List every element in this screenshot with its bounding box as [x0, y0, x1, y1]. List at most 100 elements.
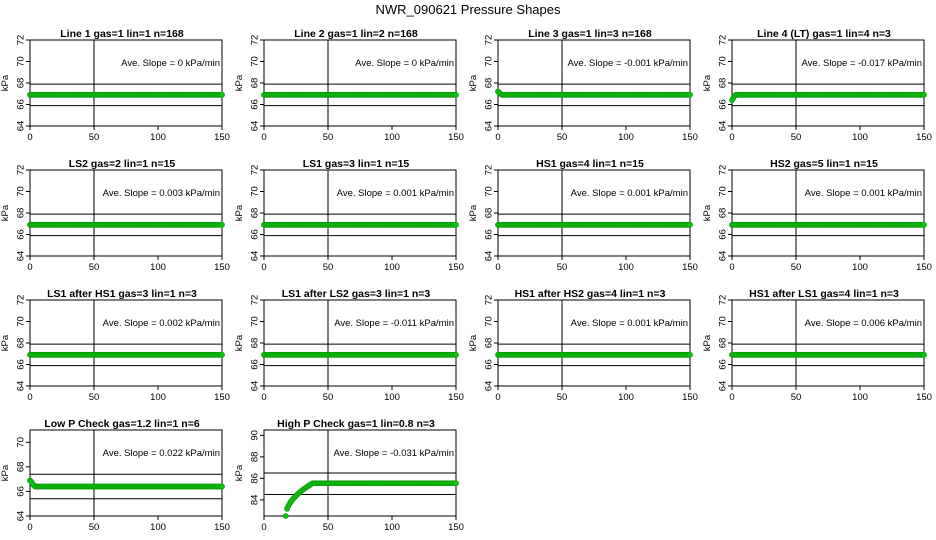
chart-panel: High P Check gas=1 lin=0.8 n=3 84 86 88 90 kP…: [234, 418, 468, 540]
chart-panel: Line 1 gas=1 lin=1 n=168 64 66 68 70 72 kPa 0 50…: [0, 28, 234, 150]
data-point: [453, 351, 459, 358]
data-points: [495, 351, 693, 358]
x-tick-label: 150: [448, 262, 464, 273]
data-points: [27, 91, 225, 98]
chart-svg: HS1 after HS2 gas=4 lin=1 n=3 64 66 68 70 72 k…: [468, 288, 698, 403]
data-point: [453, 221, 459, 228]
slope-annotation: Ave. Slope = -0.001 kPa/min: [568, 58, 689, 69]
y-tick-label: 66: [717, 99, 728, 110]
y-tick-label: 68: [15, 338, 26, 349]
plot-frame: [29, 169, 223, 257]
y-tick-label: 64: [717, 381, 728, 392]
x-tick-label: 150: [682, 392, 698, 403]
y-axis-label: kPa: [0, 334, 11, 351]
chart-title: Line 3 gas=1 lin=3 n=168: [528, 28, 652, 40]
plot-frame: [29, 429, 223, 517]
chart-panel: Line 4 (LT) gas=1 lin=4 n=3 64 66 68 70 72 kPa…: [702, 28, 936, 150]
y-tick-label: 64: [249, 121, 260, 132]
y-axis-label: kPa: [468, 74, 479, 91]
y-tick-label: 70: [717, 56, 728, 67]
y-tick-label: 68: [249, 208, 260, 219]
slope-annotation: Ave. Slope = 0.002 kPa/min: [103, 318, 220, 329]
chart-panel: HS2 gas=5 lin=1 n=15 64 66 68 70 72 kPa 0 50 100 1…: [702, 158, 936, 280]
y-tick-label: 64: [483, 251, 494, 262]
plot-frame: [731, 169, 925, 257]
x-tick-label: 50: [791, 132, 802, 143]
data-points: [729, 221, 927, 228]
chart-panel: HS1 gas=4 lin=1 n=15 64 66 68 70 72 kPa 0 50 100 1…: [468, 158, 702, 280]
plot-frame: [497, 169, 691, 257]
slope-annotation: Ave. Slope = 0.001 kPa/min: [571, 318, 688, 329]
x-tick-label: 0: [27, 132, 32, 143]
y-tick-label: 70: [249, 316, 260, 327]
y-tick-label: 70: [249, 186, 260, 197]
x-tick-label: 150: [916, 392, 932, 403]
chart-svg: LS1 after LS2 gas=3 lin=1 n=3 64 66 68 70 72 k…: [234, 288, 464, 403]
y-axis-label: kPa: [234, 204, 245, 221]
chart-title: LS1 gas=3 lin=1 n=15: [303, 158, 410, 170]
data-point: [687, 91, 693, 98]
x-tick-label: 150: [916, 262, 932, 273]
data-point: [282, 513, 289, 519]
slope-annotation: Ave. Slope = 0.006 kPa/min: [805, 318, 922, 329]
y-tick-label: 64: [483, 381, 494, 392]
plot-frame: [29, 39, 223, 127]
chart-panel: HS1 after HS2 gas=4 lin=1 n=3 64 66 68 70 72 k…: [468, 288, 702, 410]
x-tick-label: 0: [261, 132, 266, 143]
x-tick-label: 100: [150, 132, 166, 143]
y-tick-label: 66: [15, 359, 26, 370]
data-points: [729, 351, 927, 358]
chart-svg: Low P Check gas=1.2 lin=1 n=6 64 66 68 70 kPa…: [0, 418, 230, 533]
x-tick-label: 150: [682, 132, 698, 143]
y-tick-label: 70: [717, 316, 728, 327]
chart-title: Line 1 gas=1 lin=1 n=168: [60, 28, 184, 40]
x-tick-label: 100: [852, 262, 868, 273]
y-tick-label: 70: [15, 316, 26, 327]
y-tick-label: 64: [249, 251, 260, 262]
y-axis-label: kPa: [468, 204, 479, 221]
x-tick-label: 150: [214, 392, 230, 403]
x-tick-label: 0: [27, 392, 32, 403]
y-tick-label: 66: [15, 229, 26, 240]
x-tick-label: 0: [495, 132, 500, 143]
y-axis-label: kPa: [234, 334, 245, 351]
y-axis-label: kPa: [0, 464, 11, 481]
data-point: [219, 91, 225, 98]
y-tick-label: 66: [249, 99, 260, 110]
x-tick-label: 100: [618, 392, 634, 403]
data-points: [261, 91, 459, 98]
y-tick-label: 72: [717, 295, 728, 306]
y-axis-label: kPa: [702, 334, 713, 351]
plot-frame: [263, 39, 457, 127]
y-axis-label: kPa: [702, 204, 713, 221]
y-tick-label: 72: [717, 35, 728, 46]
x-tick-label: 100: [852, 392, 868, 403]
chart-svg: LS1 gas=3 lin=1 n=15 64 66 68 70 72 kPa 0 50 100 1…: [234, 158, 464, 273]
x-tick-label: 100: [618, 132, 634, 143]
y-tick-label: 66: [249, 229, 260, 240]
y-tick-label: 64: [15, 251, 26, 262]
y-tick-label: 64: [15, 511, 26, 522]
data-point: [219, 351, 225, 358]
chart-title: HS1 after LS1 gas=4 lin=1 n=3: [749, 288, 899, 300]
page-title: NWR_090621 Pressure Shapes: [375, 2, 561, 17]
plot-frame: [731, 299, 925, 387]
y-tick-label: 66: [15, 99, 26, 110]
y-tick-label: 72: [15, 35, 26, 46]
data-point: [453, 480, 459, 487]
x-tick-label: 150: [448, 132, 464, 143]
data-points: [282, 480, 459, 519]
y-tick-label: 86: [249, 473, 260, 484]
x-tick-label: 0: [495, 392, 500, 403]
y-tick-label: 68: [717, 78, 728, 89]
plot-frame: [263, 169, 457, 257]
x-tick-label: 50: [89, 262, 100, 273]
chart-panel: HS1 after LS1 gas=4 lin=1 n=3 64 66 68 70 72 k…: [702, 288, 936, 410]
chart-svg: LS1 after HS1 gas=3 lin=1 n=3 64 66 68 70 72 k…: [0, 288, 230, 403]
y-tick-label: 64: [717, 121, 728, 132]
x-tick-label: 100: [618, 262, 634, 273]
y-tick-label: 68: [249, 78, 260, 89]
y-tick-label: 64: [15, 121, 26, 132]
x-tick-label: 50: [557, 262, 568, 273]
chart-svg: Line 2 gas=1 lin=2 n=168 64 66 68 70 72 kPa 0 50…: [234, 28, 464, 143]
